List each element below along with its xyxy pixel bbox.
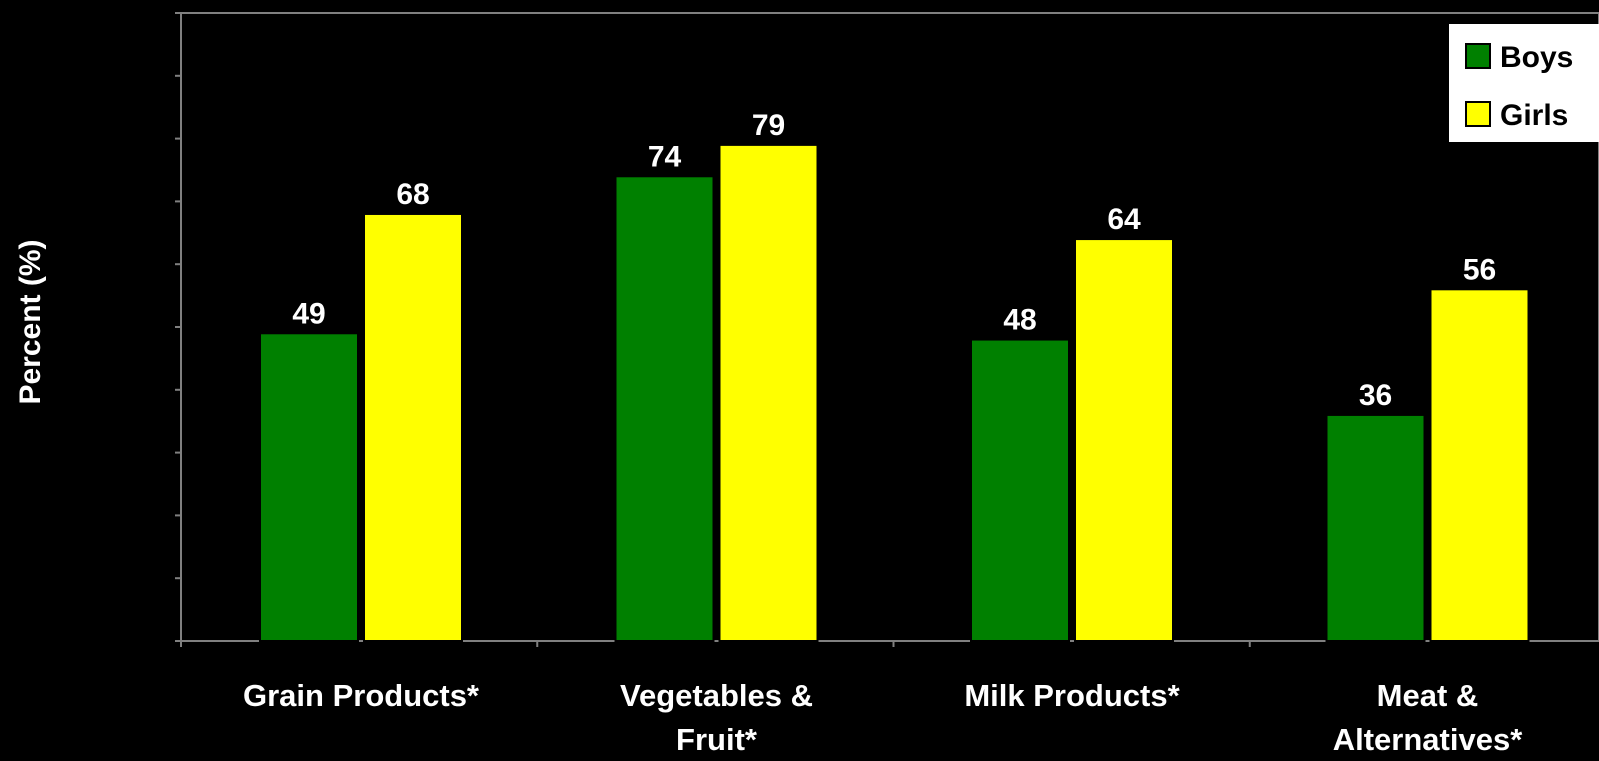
bar-boys (614, 175, 715, 642)
legend-label-boys: Boys (1500, 41, 1573, 74)
legend-swatch-boys (1465, 43, 1491, 69)
data-labels-layer: 49 68 74 79 48 64 36 56 (292, 109, 1496, 412)
category-label: Milk Products* (964, 678, 1180, 713)
data-label: 68 (396, 178, 429, 211)
bar-boys (259, 332, 359, 642)
bar-girls (1074, 238, 1174, 643)
legend-label-girls: Girls (1500, 99, 1568, 132)
bar-boys (1325, 413, 1426, 643)
bars-layer (259, 143, 1530, 643)
category-label: Alternatives* (1333, 722, 1523, 756)
category-labels-layer: Grain Products* Vegetables & Fruit* Milk Pr… (243, 678, 1523, 757)
data-label: 49 (292, 297, 325, 330)
bar-boys (970, 338, 1070, 642)
data-label: 36 (1359, 379, 1392, 412)
bar-girls (1429, 288, 1530, 642)
y-axis-label: Percent (%) (14, 239, 47, 404)
legend-swatch-girls (1465, 101, 1491, 127)
bar-girls (718, 143, 819, 642)
legend: Boys Girls (1449, 24, 1599, 142)
category-label: Fruit* (676, 722, 758, 756)
axis-ticks-layer (175, 12, 1251, 647)
category-label: Vegetables & (620, 678, 813, 713)
data-label: 79 (752, 109, 785, 142)
category-label: Grain Products* (243, 678, 480, 713)
bar-girls (363, 212, 463, 643)
data-label: 48 (1003, 304, 1036, 337)
category-label: Meat & (1377, 678, 1479, 713)
data-label: 74 (648, 140, 682, 173)
data-label: 56 (1463, 253, 1496, 286)
legend-items: Boys Girls (1465, 41, 1573, 132)
data-label: 64 (1107, 203, 1141, 236)
